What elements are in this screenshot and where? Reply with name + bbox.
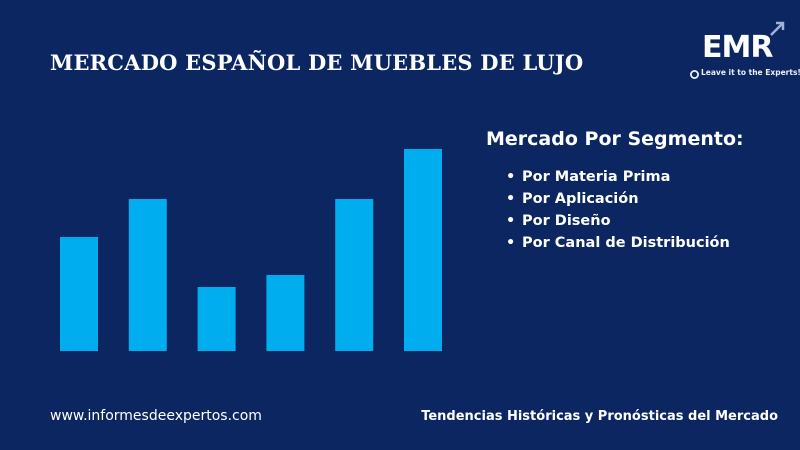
segment-panel: Mercado Por Segmento: Por Materia Prima … [486,128,786,254]
logo-mark: EMR [702,30,773,65]
page-title: MERCADO ESPAÑOL DE MUEBLES DE LUJO [50,50,584,75]
chart-bar-1 [60,237,98,351]
footer-website: www.informesdeexpertos.com [50,408,262,424]
logo-tagline: Leave it to the Experts! [701,68,800,77]
chart-bar-2 [128,199,167,351]
segment-item-diseno: Por Diseño [506,210,786,232]
chart-bar-5 [335,199,374,351]
segment-item-aplicacion: Por Aplicación [506,188,786,210]
segment-list: Por Materia Prima Por Aplicación Por Dis… [486,166,786,254]
chart-bar-4 [266,275,305,351]
chart-bar-6 [404,149,442,351]
emr-logo: EMR Leave it to the Experts! [688,20,800,80]
location-pin-icon [690,70,699,79]
arrow-up-right-icon [770,21,785,36]
segment-item-materia-prima: Por Materia Prima [506,166,786,188]
footer-tagline: Tendencias Históricas y Pronósticas del … [421,409,778,424]
segment-heading: Mercado Por Segmento: [486,128,744,150]
chart-bar-3 [197,287,236,351]
segment-item-canal-distribucion: Por Canal de Distribución [506,232,786,254]
